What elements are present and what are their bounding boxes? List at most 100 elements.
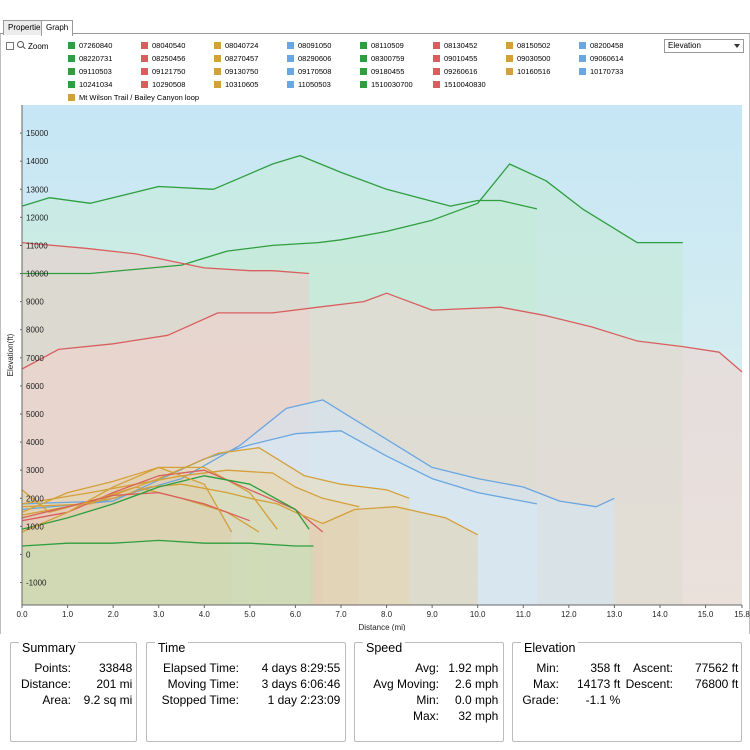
legend-label: 10170733 (590, 67, 624, 76)
legend-swatch (287, 42, 294, 49)
legend-swatch (433, 42, 440, 49)
summary-panel: Summary Points: 33848 Distance: 201 mi A… (10, 641, 137, 742)
y-tick-label: 1000 (26, 522, 44, 531)
legend-item[interactable]: 08250456 (141, 53, 214, 64)
graph-type-select[interactable]: Elevation (664, 39, 744, 53)
legend-swatch (287, 81, 294, 88)
x-tick-label: 15.8 (734, 610, 750, 619)
legend-item[interactable]: 09121750 (141, 66, 214, 77)
legend-swatch (68, 94, 75, 101)
legend-swatch (68, 42, 75, 49)
legend-swatch (68, 55, 75, 62)
legend-swatch (214, 68, 221, 75)
y-tick-label: 3000 (26, 466, 44, 475)
y-axis-label: Elevation(ft) (6, 333, 15, 376)
legend-label: 1510040830 (444, 80, 486, 89)
time-elapsed: Elapsed Time: 4 days 8:29:55 (162, 661, 341, 675)
legend-item[interactable]: 08130452 (433, 40, 506, 51)
x-tick-label: 7.0 (335, 610, 347, 619)
legend-item[interactable]: 09010455 (433, 53, 506, 64)
legend-label: 08110509 (371, 41, 404, 50)
legend-item[interactable]: 09130750 (214, 66, 287, 77)
legend-item[interactable]: 08150502 (506, 40, 579, 51)
legend-label: 10290508 (152, 80, 186, 89)
zoom-control[interactable]: Zoom (6, 41, 48, 51)
x-tick-label: 9.0 (427, 610, 439, 619)
legend-item[interactable]: 08300759 (360, 53, 433, 64)
legend-label: 08040724 (225, 41, 259, 50)
zoom-label: Zoom (28, 41, 49, 51)
legend-swatch (433, 81, 440, 88)
legend-item[interactable]: 09110503 (68, 66, 141, 77)
x-tick-label: 4.0 (199, 610, 211, 619)
legend-label: 09030500 (517, 54, 551, 63)
legend-item[interactable]: 08110509 (360, 40, 433, 51)
legend-item[interactable]: 10290508 (141, 79, 214, 90)
time-moving: Moving Time: 3 days 6:06:46 (167, 677, 341, 691)
legend-label: 08250456 (152, 54, 186, 63)
legend-swatch (360, 55, 367, 62)
speed-avg: Avg: 1.92 mph (415, 661, 499, 675)
legend-item[interactable]: 10170733 (579, 66, 652, 77)
series-line (21, 475, 310, 530)
legend-label: 11050503 (298, 80, 331, 89)
legend-label: 09130750 (225, 67, 259, 76)
legend-item[interactable]: 08040540 (141, 40, 214, 51)
speed-panel: Speed Avg: 1.92 mph Avg Moving: 2.6 mph … (354, 641, 504, 742)
legend-item[interactable]: 09180455 (360, 66, 433, 77)
legend-label: 08130452 (444, 41, 478, 50)
legend-label: 09170508 (298, 67, 332, 76)
series-line (21, 483, 479, 536)
legend-item[interactable]: Mt Wilson Trail / Bailey Canyon loop (68, 92, 287, 103)
elevation-grade: Grade: -1.1 % (522, 693, 621, 707)
legend-item[interactable]: 09170508 (287, 66, 360, 77)
series-line (21, 466, 233, 533)
legend-item[interactable]: 10310605 (214, 79, 287, 90)
legend-item[interactable]: 09260616 (433, 66, 506, 77)
elevation-descent: Descent: 76800 ft (625, 677, 739, 691)
legend-item[interactable]: 10160516 (506, 66, 579, 77)
series-area (22, 540, 314, 605)
summary-points: Points: 33848 (34, 661, 133, 675)
legend-item[interactable]: 08200458 (579, 40, 652, 51)
legend-swatch (360, 81, 367, 88)
x-tick-label: 8.0 (381, 610, 393, 619)
x-tick-label: 14.0 (652, 610, 668, 619)
legend-swatch (68, 68, 75, 75)
legend-item[interactable]: 08270457 (214, 53, 287, 64)
legend-label: 09060614 (590, 54, 624, 63)
legend-item[interactable]: 07260840 (68, 40, 141, 51)
legend-swatch (287, 68, 294, 75)
legend-label: 09121750 (152, 67, 186, 76)
legend-item[interactable]: 10241034 (68, 79, 141, 90)
summary-distance: Distance: 201 mi (20, 677, 133, 691)
legend-item[interactable]: 08220731 (68, 53, 141, 64)
legend-swatch (579, 42, 586, 49)
x-tick-label: 10.0 (470, 610, 486, 619)
legend-swatch (141, 81, 148, 88)
legend-item[interactable]: 1510040830 (433, 79, 506, 90)
legend-label: 10160516 (517, 67, 551, 76)
legend-item[interactable]: 11050503 (287, 79, 360, 90)
x-tick-label: 2.0 (108, 610, 120, 619)
legend-item[interactable]: 09030500 (506, 53, 579, 64)
summary-area: Area: 9.2 sq mi (42, 693, 133, 707)
stats-row: Summary Points: 33848 Distance: 201 mi A… (0, 636, 750, 750)
speed-max: Max: 32 mph (412, 709, 499, 723)
legend-swatch (214, 55, 221, 62)
elevation-panel: Elevation Min: 358 ft Max: 14173 ft Grad… (512, 641, 742, 742)
legend-item[interactable]: 08091050 (287, 40, 360, 51)
legend-swatch (141, 55, 148, 62)
y-tick-label: 7000 (26, 354, 44, 363)
tab-graph[interactable]: Graph (41, 20, 74, 36)
legend-item[interactable]: 08290606 (287, 53, 360, 64)
time-panel: Time Elapsed Time: 4 days 8:29:55 Moving… (146, 641, 346, 742)
legend-item[interactable]: 1510030700 (360, 79, 433, 90)
magnifier-icon (16, 41, 26, 51)
zoom-checkbox[interactable] (6, 42, 14, 50)
legend-item[interactable]: 09060614 (579, 53, 652, 64)
legend-swatch (287, 55, 294, 62)
legend-item[interactable]: 08040724 (214, 40, 287, 51)
legend-swatch (433, 55, 440, 62)
speed-title: Speed (363, 641, 406, 655)
